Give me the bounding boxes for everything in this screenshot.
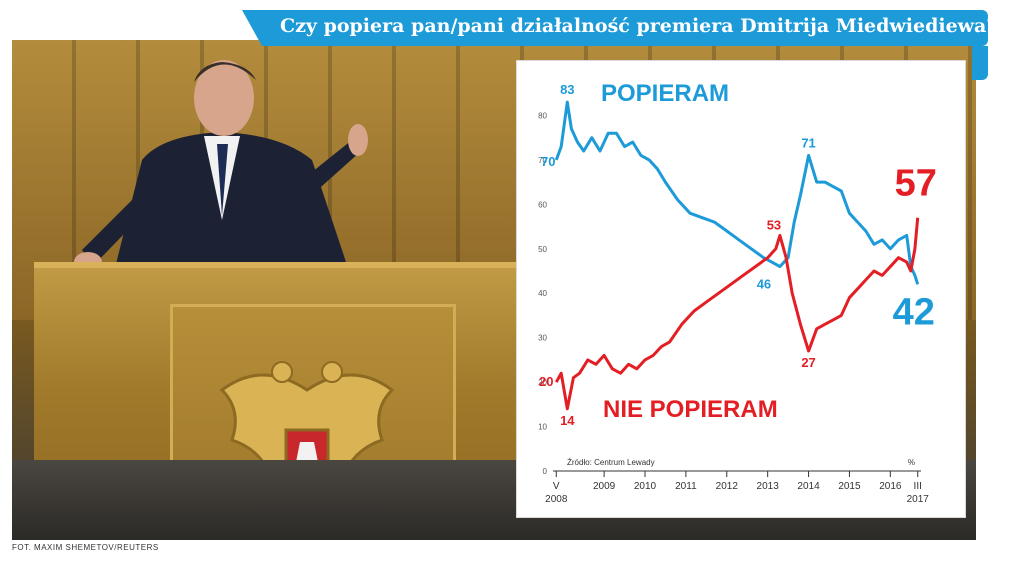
line-chart: 10 20 30 40 50 60 70 80 0V 2008 2009 2010 2011 2012 20… <box>538 80 937 505</box>
banner-tail <box>972 46 988 80</box>
x-tick-label: 2014 <box>797 481 820 492</box>
data-label: 27 <box>801 355 815 370</box>
y-tick-label: 70 <box>538 156 547 165</box>
x-tick-label: III <box>914 481 922 492</box>
legend-nie-popieram: NIE POPIERAM <box>603 396 778 423</box>
banner-notch <box>242 10 262 46</box>
data-label: 71 <box>801 135 815 150</box>
data-label: 46 <box>757 277 771 292</box>
x-tick-label: 2008 <box>545 494 568 505</box>
speaker-figure <box>74 60 368 280</box>
title-banner: Czy popiera pan/pani działalność premier… <box>242 10 998 80</box>
y-tick-label: 30 <box>538 334 547 343</box>
data-label: 70 <box>541 154 555 169</box>
chart-title: Czy popiera pan/pani działalność premier… <box>280 15 998 37</box>
chart-panel: 10 20 30 40 50 60 70 80 0 V 2008 2009 2010 2011 2012 20… <box>516 60 966 518</box>
y-tick-label: 60 <box>538 200 547 209</box>
x-tick-label: 2015 <box>838 481 861 492</box>
photo-credit: FOT. MAXIM SHEMETOV/REUTERS <box>12 543 159 552</box>
y-tick-label: 40 <box>538 289 547 298</box>
series-line-popieram <box>554 100 920 285</box>
y-tick-label: 50 <box>538 245 547 254</box>
data-label: 42 <box>893 291 935 333</box>
axis-unit: % <box>908 458 915 467</box>
series-line-nie-popieram <box>554 217 920 411</box>
x-tick-label: 2012 <box>716 481 739 492</box>
data-label: 57 <box>895 163 937 205</box>
legend-popieram: POPIERAM <box>601 80 729 107</box>
x-tick-label: 2016 <box>879 481 902 492</box>
y-tick-label: 0 <box>543 467 548 476</box>
x-tick-label: 2017 <box>907 494 930 505</box>
y-tick-label: 80 <box>538 111 547 120</box>
data-label: 53 <box>767 217 781 232</box>
source-note: Źródło: Centrum Lewady <box>567 458 655 467</box>
y-tick-label: 10 <box>538 423 547 432</box>
data-label: 14 <box>560 413 575 428</box>
x-tick-label: 2010 <box>634 481 657 492</box>
x-tick-label: V <box>553 481 560 492</box>
x-tick-label: 2013 <box>757 481 780 492</box>
x-tick-label: 2011 <box>675 481 697 492</box>
y-tick-label: 20 <box>538 378 547 387</box>
x-tick-label: 2009 <box>593 481 616 492</box>
data-label: 20 <box>539 374 553 389</box>
data-label: 83 <box>560 82 574 97</box>
